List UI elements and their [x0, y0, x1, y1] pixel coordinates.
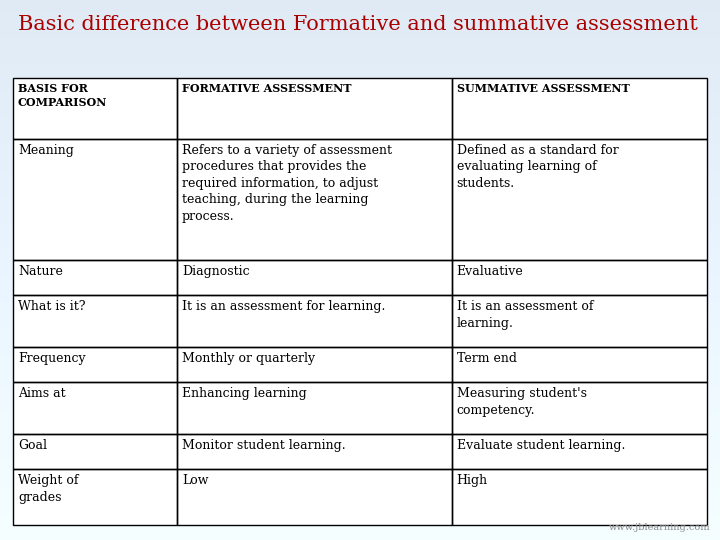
Bar: [177, 295, 451, 347]
Bar: [13, 295, 177, 347]
Text: It is an assessment of
learning.: It is an assessment of learning.: [456, 300, 593, 330]
Text: Enhancing learning: Enhancing learning: [182, 387, 307, 400]
Text: FORMATIVE ASSESSMENT: FORMATIVE ASSESSMENT: [182, 83, 351, 94]
Bar: [13, 382, 177, 434]
Bar: [451, 260, 707, 295]
Bar: [177, 78, 451, 139]
Bar: [451, 434, 707, 469]
Text: Nature: Nature: [18, 265, 63, 278]
Bar: [451, 78, 707, 139]
Bar: [177, 382, 451, 434]
Text: Aims at: Aims at: [18, 387, 66, 400]
Text: Evaluate student learning.: Evaluate student learning.: [456, 438, 625, 451]
Bar: [13, 347, 177, 382]
Bar: [13, 78, 177, 139]
Bar: [13, 434, 177, 469]
Bar: [451, 295, 707, 347]
Text: What is it?: What is it?: [18, 300, 86, 313]
Text: Refers to a variety of assessment
procedures that provides the
required informat: Refers to a variety of assessment proced…: [182, 144, 392, 222]
Text: Defined as a standard for
evaluating learning of
students.: Defined as a standard for evaluating lea…: [456, 144, 618, 190]
Bar: [451, 347, 707, 382]
Text: Meaning: Meaning: [18, 144, 74, 157]
Bar: [177, 260, 451, 295]
Text: BASIS FOR
COMPARISON: BASIS FOR COMPARISON: [18, 83, 107, 108]
Text: Goal: Goal: [18, 438, 47, 451]
Bar: [177, 78, 451, 139]
Bar: [13, 139, 177, 260]
Bar: [13, 382, 177, 434]
Bar: [177, 434, 451, 469]
Text: Monthly or quarterly: Monthly or quarterly: [182, 352, 315, 365]
Text: It is an assessment for learning.: It is an assessment for learning.: [182, 300, 385, 313]
Bar: [13, 347, 177, 382]
Bar: [177, 139, 451, 260]
Text: Diagnostic: Diagnostic: [182, 265, 250, 278]
Text: SUMMATIVE ASSESSMENT: SUMMATIVE ASSESSMENT: [456, 83, 629, 94]
Bar: [177, 382, 451, 434]
Bar: [177, 469, 451, 525]
Bar: [451, 382, 707, 434]
Bar: [13, 469, 177, 525]
Bar: [451, 295, 707, 347]
Bar: [451, 139, 707, 260]
Bar: [451, 469, 707, 525]
Text: Basic difference between Formative and summative assessment: Basic difference between Formative and s…: [18, 15, 698, 34]
Bar: [177, 469, 451, 525]
Bar: [451, 382, 707, 434]
Text: High: High: [456, 474, 487, 487]
Text: Evaluative: Evaluative: [456, 265, 523, 278]
Bar: [451, 139, 707, 260]
Bar: [13, 78, 177, 139]
Text: www.jblearning.com: www.jblearning.com: [608, 523, 710, 532]
Bar: [13, 139, 177, 260]
Bar: [177, 295, 451, 347]
Bar: [451, 78, 707, 139]
Bar: [177, 139, 451, 260]
Text: Frequency: Frequency: [18, 352, 86, 365]
Bar: [451, 347, 707, 382]
Text: Measuring student's
competency.: Measuring student's competency.: [456, 387, 587, 417]
Bar: [13, 295, 177, 347]
Bar: [177, 434, 451, 469]
Bar: [177, 260, 451, 295]
Bar: [177, 347, 451, 382]
Text: Monitor student learning.: Monitor student learning.: [182, 438, 346, 451]
Text: Term end: Term end: [456, 352, 516, 365]
Bar: [13, 469, 177, 525]
Bar: [451, 434, 707, 469]
Bar: [13, 434, 177, 469]
Bar: [13, 260, 177, 295]
Bar: [451, 260, 707, 295]
Bar: [13, 260, 177, 295]
Text: Low: Low: [182, 474, 208, 487]
Bar: [177, 347, 451, 382]
Bar: [451, 469, 707, 525]
Text: Weight of
grades: Weight of grades: [18, 474, 78, 503]
